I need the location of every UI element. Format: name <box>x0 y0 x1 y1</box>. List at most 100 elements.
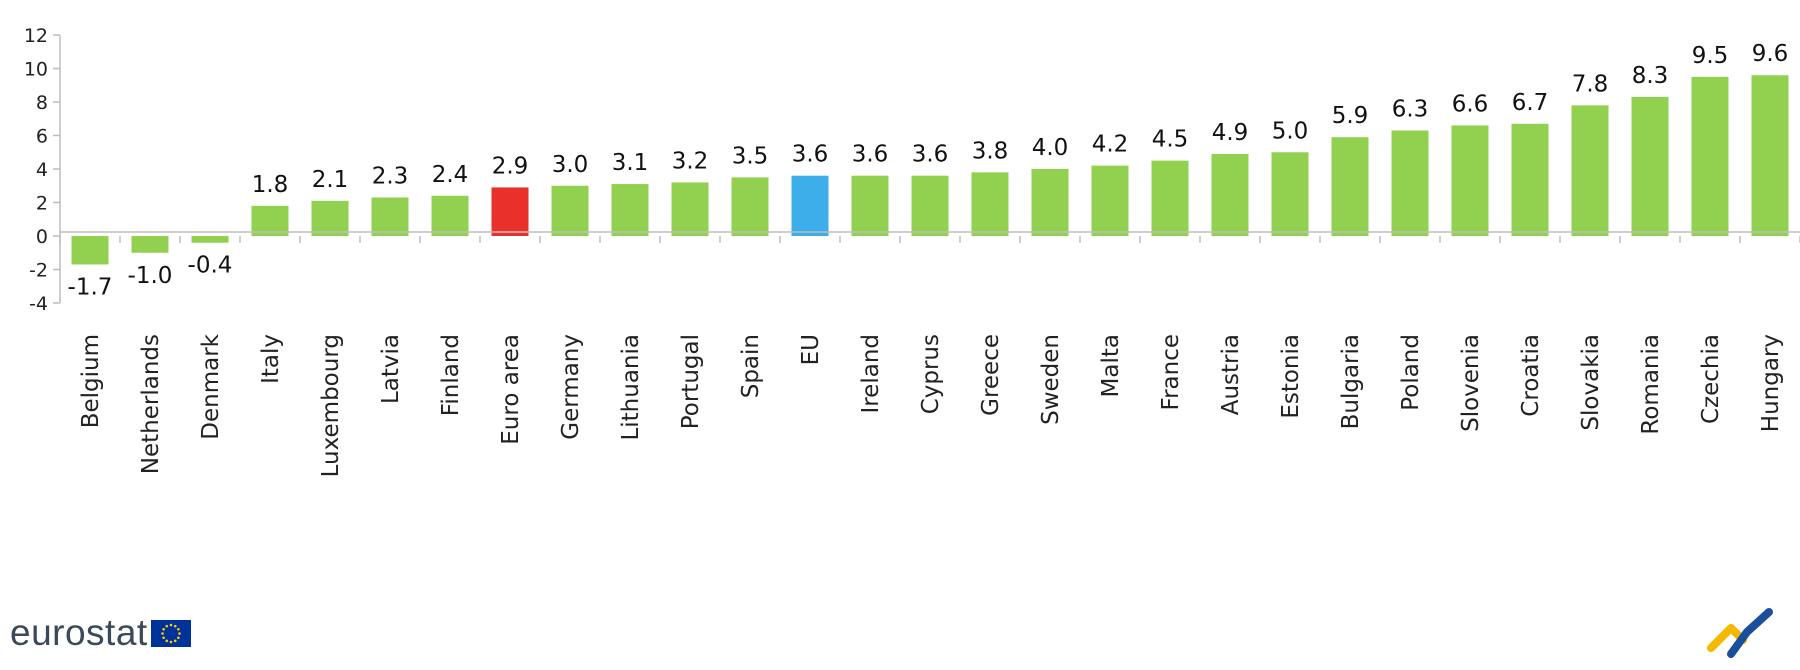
data-label: 6.6 <box>1452 91 1489 117</box>
bar <box>1391 130 1429 236</box>
data-label: 1.8 <box>252 172 289 198</box>
category-label: Sweden <box>1038 334 1064 425</box>
bar <box>191 236 229 243</box>
bar <box>971 172 1009 236</box>
category-label: Slovakia <box>1578 334 1604 431</box>
bar <box>311 200 349 236</box>
data-label: 3.6 <box>792 142 829 168</box>
data-label: 3.6 <box>852 142 889 168</box>
data-label: 2.1 <box>312 167 349 193</box>
flag-star <box>165 639 168 642</box>
flag-star <box>162 635 165 639</box>
bar <box>1571 105 1609 236</box>
bar <box>551 185 589 236</box>
data-label: 6.3 <box>1392 96 1429 122</box>
trend-stroke-blue <box>1727 608 1773 658</box>
y-tick-label: 12 <box>24 25 48 47</box>
category-label: Luxembourg <box>318 334 344 477</box>
category-labels: Belgium Netherlands Denmark Italy Luxembourg… <box>78 333 1784 477</box>
flag-star <box>162 627 165 631</box>
bar <box>911 175 949 236</box>
category-label: EU <box>798 334 824 365</box>
category-label: Bulgaria <box>1338 334 1364 429</box>
flag-star <box>165 624 168 627</box>
bar <box>1451 125 1489 236</box>
flag-star <box>160 631 164 635</box>
bar <box>1031 169 1069 236</box>
bar <box>251 205 289 236</box>
bar <box>431 195 469 236</box>
data-label: 2.3 <box>372 163 409 189</box>
bar <box>671 182 709 236</box>
data-label: 4.2 <box>1092 132 1129 158</box>
category-label: Poland <box>1398 334 1424 411</box>
flag-star <box>173 624 177 627</box>
category-label: Hungary <box>1758 334 1784 432</box>
x-axis-ticks <box>59 236 1800 243</box>
data-label: 3.5 <box>732 143 769 169</box>
bar <box>851 175 889 236</box>
data-label: 2.9 <box>492 153 529 179</box>
y-tick-label: 4 <box>36 159 48 181</box>
data-label: -1.0 <box>128 263 173 289</box>
y-tick-label: 2 <box>36 193 48 215</box>
data-label: 5.0 <box>1272 118 1309 144</box>
category-label: Belgium <box>78 334 104 428</box>
y-tick-label: 6 <box>36 126 48 148</box>
category-label: Czechia <box>1698 334 1724 424</box>
data-label: 4.5 <box>1152 127 1189 153</box>
data-label: -1.7 <box>68 274 113 300</box>
flag-star <box>177 631 181 635</box>
category-label: Latvia <box>378 334 404 404</box>
data-label: 2.4 <box>432 162 469 188</box>
data-label: 7.8 <box>1572 71 1609 97</box>
data-label: -0.4 <box>188 253 233 279</box>
data-labels: -1.7 -1.0 -0.4 1.8 2.1 2.3 2.4 2.9 3.0 3.1 3.2 3.5 3… <box>68 41 1789 300</box>
bar <box>1631 96 1669 236</box>
bar <box>1151 160 1189 236</box>
category-label: Romania <box>1638 334 1664 435</box>
data-label: 3.6 <box>912 142 949 168</box>
category-label: Croatia <box>1518 334 1544 417</box>
category-label: Euro area <box>498 334 524 445</box>
y-axis-ticks: -4 -2 0 2 4 6 8 10 12 <box>24 25 60 315</box>
y-tick-label: 0 <box>36 226 48 248</box>
category-label: Lithuania <box>618 334 644 441</box>
flag-star <box>173 639 177 642</box>
flag-star <box>169 623 173 626</box>
eurostat-wordmark: eurostat <box>10 612 148 653</box>
y-tick-label: -2 <box>29 260 48 282</box>
category-label: Finland <box>438 334 464 416</box>
category-label: Cyprus <box>918 334 944 414</box>
category-label: Estonia <box>1278 334 1304 419</box>
bar <box>791 175 829 236</box>
bar <box>1271 152 1309 236</box>
category-label: Malta <box>1098 334 1124 397</box>
data-label: 3.2 <box>672 148 709 174</box>
bar <box>491 187 529 236</box>
bar <box>1751 75 1789 236</box>
category-label: Ireland <box>858 334 884 414</box>
eurostat-logo: eurostat <box>10 612 191 654</box>
bar <box>71 236 109 265</box>
flag-star <box>169 640 173 643</box>
bar <box>131 236 169 253</box>
category-label: France <box>1158 334 1184 410</box>
data-label: 5.9 <box>1332 103 1369 129</box>
flag-star <box>176 635 180 639</box>
category-label: Spain <box>738 334 764 398</box>
category-label: Netherlands <box>138 334 164 474</box>
category-label: Austria <box>1218 334 1244 415</box>
eu-flag-icon <box>150 619 191 647</box>
category-label: Germany <box>558 334 584 440</box>
y-tick-label: 8 <box>36 92 48 114</box>
category-label: Greece <box>978 334 1004 416</box>
bar <box>1091 165 1129 236</box>
chart-trend-icon <box>1707 608 1773 658</box>
data-label: 3.0 <box>552 152 589 178</box>
bar <box>611 184 649 236</box>
category-label: Portugal <box>678 334 704 429</box>
data-label: 4.0 <box>1032 135 1069 161</box>
bar <box>371 197 409 236</box>
data-label: 6.7 <box>1512 90 1549 116</box>
